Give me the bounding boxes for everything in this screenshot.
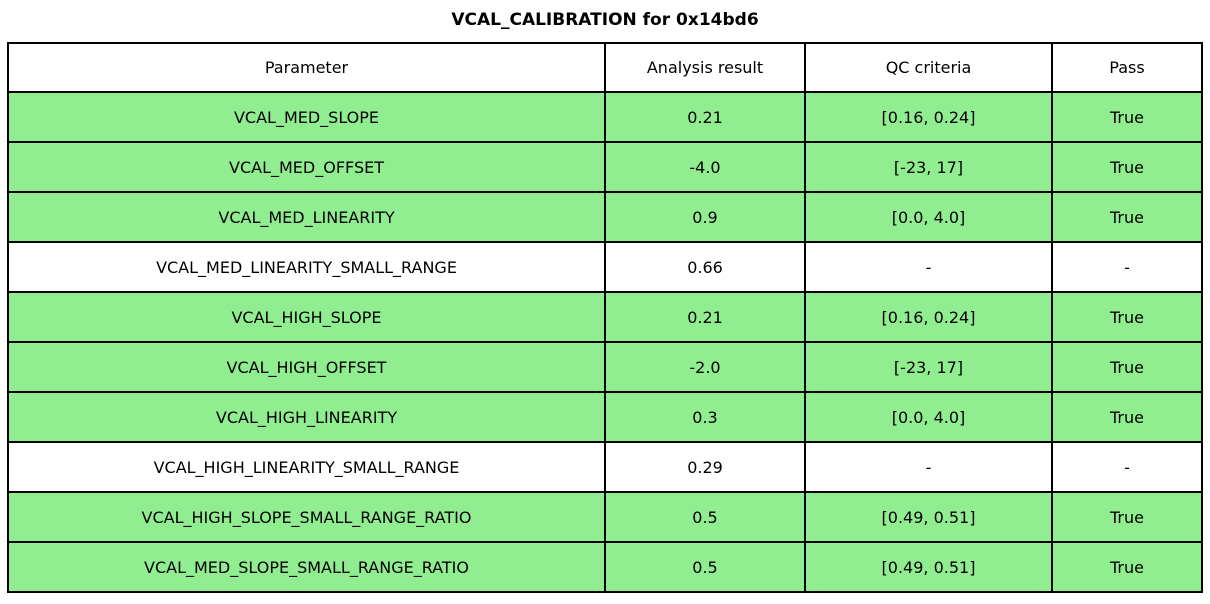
cell-pass: True — [1051, 541, 1203, 593]
cell-qc-criteria: [0.0, 4.0] — [804, 191, 1053, 243]
cell-parameter: VCAL_MED_LINEARITY_SMALL_RANGE — [7, 241, 606, 293]
column-header-qc-criteria: QC criteria — [804, 42, 1053, 93]
cell-analysis-result: 0.29 — [604, 441, 806, 493]
table-row: VCAL_HIGH_SLOPE 0.21 [0.16, 0.24] True — [7, 291, 1203, 343]
cell-qc-criteria: [0.16, 0.24] — [804, 291, 1053, 343]
cell-analysis-result: 0.3 — [604, 391, 806, 443]
table-row: VCAL_MED_OFFSET -4.0 [-23, 17] True — [7, 141, 1203, 193]
cell-qc-criteria: - — [804, 241, 1053, 293]
cell-analysis-result: 0.21 — [604, 91, 806, 143]
cell-qc-criteria: [0.0, 4.0] — [804, 391, 1053, 443]
cell-qc-criteria: [0.49, 0.51] — [804, 541, 1053, 593]
figure-title: VCAL_CALIBRATION for 0x14bd6 — [451, 10, 759, 30]
column-header-analysis-result: Analysis result — [604, 42, 806, 93]
cell-qc-criteria: [0.16, 0.24] — [804, 91, 1053, 143]
cell-analysis-result: 0.21 — [604, 291, 806, 343]
cell-analysis-result: 0.5 — [604, 491, 806, 543]
column-header-parameter: Parameter — [7, 42, 606, 93]
cell-analysis-result: 0.66 — [604, 241, 806, 293]
cell-pass: True — [1051, 91, 1203, 143]
cell-parameter: VCAL_MED_LINEARITY — [7, 191, 606, 243]
table-row: VCAL_HIGH_LINEARITY 0.3 [0.0, 4.0] True — [7, 391, 1203, 443]
cell-parameter: VCAL_HIGH_SLOPE_SMALL_RANGE_RATIO — [7, 491, 606, 543]
cell-analysis-result: 0.5 — [604, 541, 806, 593]
cell-pass: True — [1051, 291, 1203, 343]
cell-parameter: VCAL_HIGH_LINEARITY_SMALL_RANGE — [7, 441, 606, 493]
cell-pass: True — [1051, 341, 1203, 393]
table-row: VCAL_HIGH_LINEARITY_SMALL_RANGE 0.29 - - — [7, 441, 1203, 493]
table-row: VCAL_MED_SLOPE_SMALL_RANGE_RATIO 0.5 [0.… — [7, 541, 1203, 593]
cell-parameter: VCAL_MED_OFFSET — [7, 141, 606, 193]
cell-parameter: VCAL_MED_SLOPE — [7, 91, 606, 143]
cell-pass: True — [1051, 191, 1203, 243]
cell-analysis-result: -4.0 — [604, 141, 806, 193]
vcal-calibration-table: Parameter Analysis result QC criteria Pa… — [7, 42, 1203, 593]
cell-qc-criteria: - — [804, 441, 1053, 493]
cell-qc-criteria: [-23, 17] — [804, 141, 1053, 193]
cell-parameter: VCAL_HIGH_LINEARITY — [7, 391, 606, 443]
cell-pass: True — [1051, 141, 1203, 193]
table-row: VCAL_MED_LINEARITY 0.9 [0.0, 4.0] True — [7, 191, 1203, 243]
cell-pass: True — [1051, 391, 1203, 443]
table-row: VCAL_MED_LINEARITY_SMALL_RANGE 0.66 - - — [7, 241, 1203, 293]
header-row: Parameter Analysis result QC criteria Pa… — [7, 42, 1203, 93]
cell-parameter: VCAL_HIGH_SLOPE — [7, 291, 606, 343]
cell-analysis-result: -2.0 — [604, 341, 806, 393]
column-header-pass: Pass — [1051, 42, 1203, 93]
table-row: VCAL_HIGH_OFFSET -2.0 [-23, 17] True — [7, 341, 1203, 393]
cell-parameter: VCAL_HIGH_OFFSET — [7, 341, 606, 393]
cell-pass: - — [1051, 241, 1203, 293]
cell-pass: - — [1051, 441, 1203, 493]
table-row: VCAL_HIGH_SLOPE_SMALL_RANGE_RATIO 0.5 [0… — [7, 491, 1203, 543]
cell-qc-criteria: [-23, 17] — [804, 341, 1053, 393]
cell-qc-criteria: [0.49, 0.51] — [804, 491, 1053, 543]
cell-analysis-result: 0.9 — [604, 191, 806, 243]
table-row: VCAL_MED_SLOPE 0.21 [0.16, 0.24] True — [7, 91, 1203, 143]
cell-parameter: VCAL_MED_SLOPE_SMALL_RANGE_RATIO — [7, 541, 606, 593]
cell-pass: True — [1051, 491, 1203, 543]
